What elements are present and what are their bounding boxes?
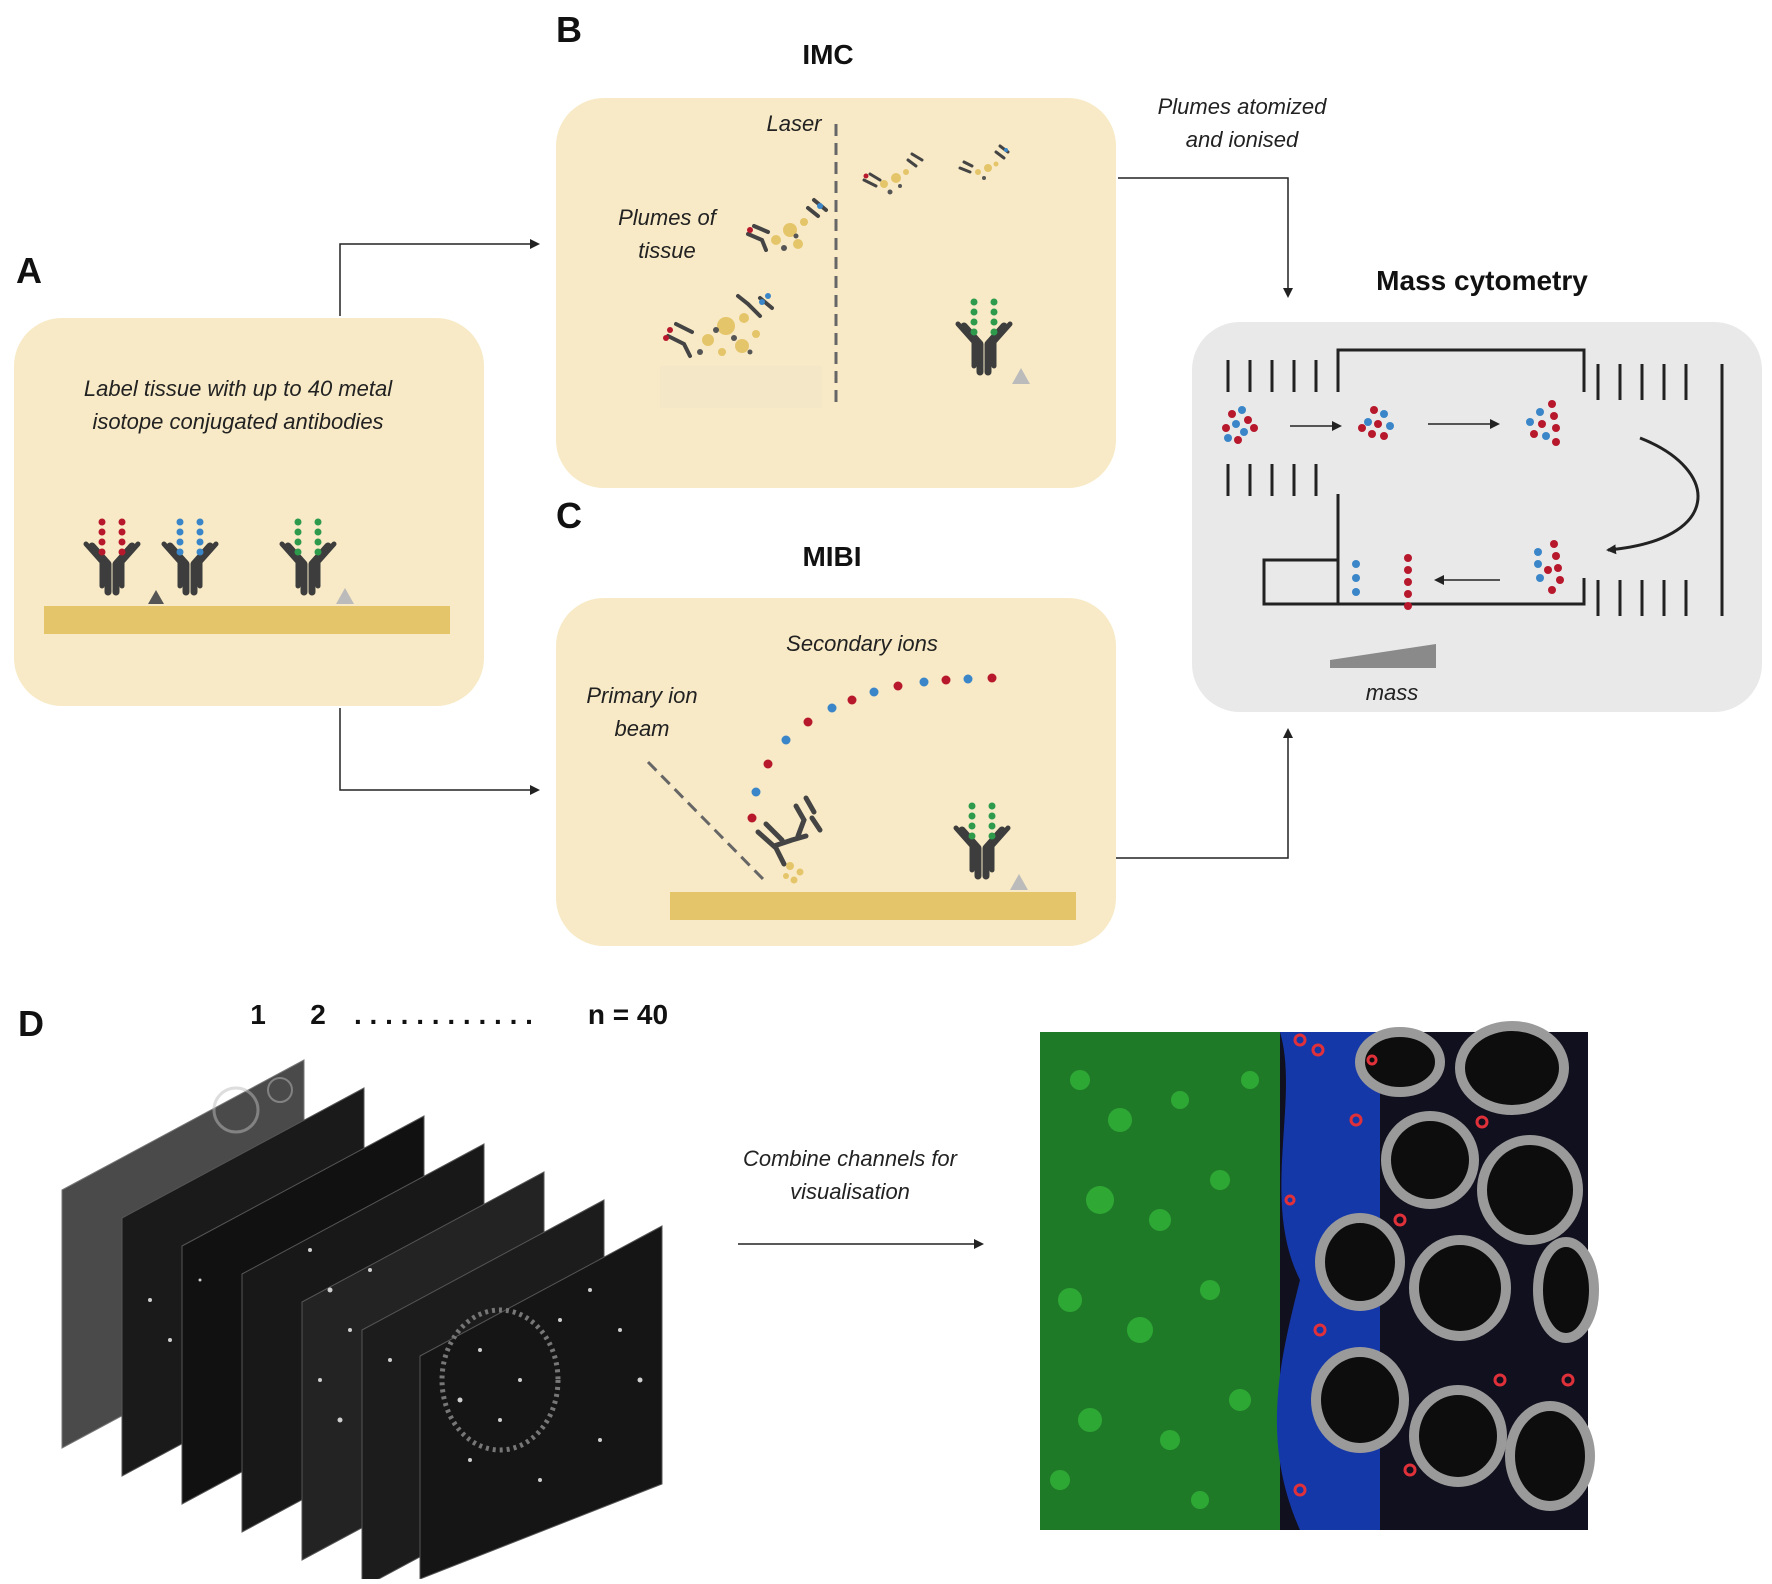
arrow-b-to-mass: [1118, 177, 1293, 298]
antigen-triangle-b: [1012, 368, 1030, 384]
panel-c-title: MIBI: [802, 541, 861, 572]
channel-n-label: n = 40: [588, 999, 668, 1030]
ion-cluster-4: [1534, 540, 1564, 594]
ion-optics-right: [1596, 364, 1724, 616]
released-antibody-fragments: [755, 795, 823, 884]
mass-chamber-outline: [1262, 348, 1586, 606]
composite-green-texture: [1050, 1070, 1259, 1509]
panel-c-letter: C: [556, 495, 582, 536]
channel-layer-7-structure: [439, 1307, 561, 1453]
antibody-red-a: [86, 518, 138, 593]
tissue-plume-large: [663, 293, 774, 358]
channel-stack: [61, 1059, 663, 1584]
antibody-blue-a: [164, 518, 216, 593]
antigen-triangle-c: [1010, 874, 1028, 890]
secondary-ions-trail: [747, 673, 997, 823]
plumes-label-line1: Plumes of: [618, 205, 719, 230]
ion-optics-left: [1226, 360, 1318, 496]
tissue-plume-small-2: [958, 144, 1010, 180]
panel-b-box: [556, 98, 1116, 488]
arrow-a-to-b: [339, 239, 540, 316]
tissue-plume-small-1: [862, 152, 924, 195]
ablated-tissue-patch: [660, 366, 822, 408]
antigen-triangle-a1: [148, 590, 164, 604]
composite-image: [1040, 1021, 1599, 1530]
channel-speckles: [148, 1248, 643, 1482]
tissue-slide-c: [670, 892, 1076, 920]
antigen-triangle-a2: [336, 588, 354, 604]
ion-cluster-2: [1358, 406, 1394, 440]
arrow-c-to-mass: [1116, 728, 1293, 859]
combine-label-line2: visualisation: [790, 1179, 910, 1204]
antibody-green-b: [958, 298, 1010, 373]
channel-layer-7: [419, 1225, 663, 1580]
atomized-label-line1: Plumes atomized: [1158, 94, 1328, 119]
ion-column-red: [1404, 554, 1412, 610]
ion-cluster-3: [1526, 400, 1560, 446]
mass-label: mass: [1366, 680, 1419, 705]
tissue-slide-a: [44, 606, 450, 634]
panel-a-text-line2: isotope conjugated antibodies: [92, 409, 383, 434]
laser-label: Laser: [766, 111, 823, 136]
tissue-plume-medium: [746, 198, 828, 252]
atomized-label-line2: and ionised: [1186, 127, 1299, 152]
panel-d-letter: D: [18, 1003, 44, 1044]
channel-1-label: 1: [250, 999, 266, 1030]
combine-label-line1: Combine channels for: [743, 1146, 959, 1171]
plumes-label-line2: tissue: [638, 238, 695, 263]
ion-column-blue: [1352, 560, 1360, 596]
panel-a-text-line1: Label tissue with up to 40 metal: [84, 376, 393, 401]
channel-layer-1-texture: [212, 1077, 293, 1134]
antibody-green-a: [282, 518, 334, 593]
composite-green-region: [1040, 1032, 1280, 1530]
ion-cluster-1: [1222, 406, 1258, 444]
panel-a-letter: A: [16, 250, 42, 291]
channel-dots: . . . . . . . . . . . .: [354, 999, 533, 1030]
composite-crypts: [1311, 1021, 1599, 1511]
primary-ion-beam: [646, 760, 766, 882]
arrow-a-to-c: [339, 708, 540, 795]
mass-gradient-wedge: [1330, 644, 1436, 668]
panel-b-letter: B: [556, 9, 582, 50]
channel-2-label: 2: [310, 999, 326, 1030]
secondary-ions-label: Secondary ions: [786, 631, 938, 656]
panel-b-title: IMC: [802, 39, 853, 70]
composite-red-cells: [1284, 1033, 1575, 1497]
primary-beam-label-line1: Primary ion: [586, 683, 697, 708]
mass-cytometry-title: Mass cytometry: [1376, 265, 1588, 296]
mass-cytometry-box: [1192, 322, 1762, 712]
ion-flow-curved-arrow: [1606, 436, 1700, 555]
antibody-green-c: [956, 802, 1008, 877]
primary-beam-label-line2: beam: [614, 716, 669, 741]
